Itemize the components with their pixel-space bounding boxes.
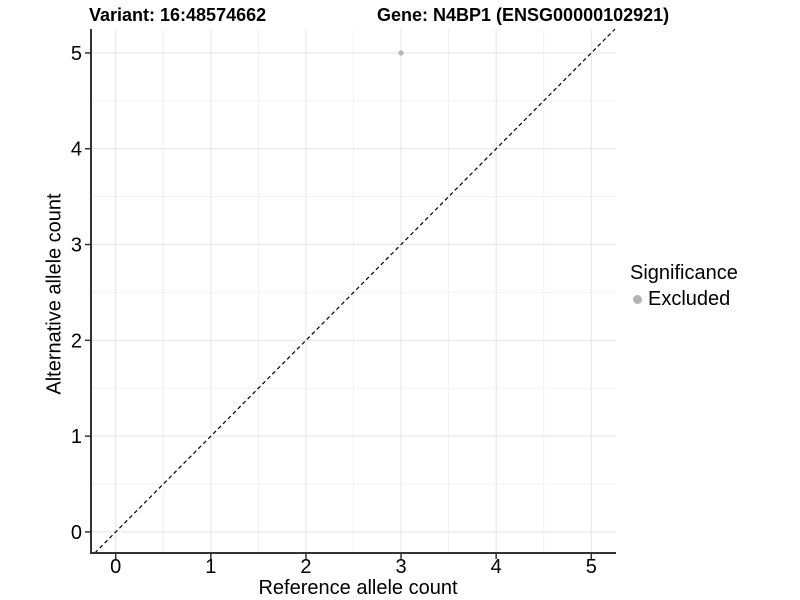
y-tick-label: 1	[71, 426, 82, 448]
x-axis-title: Reference allele count	[258, 577, 458, 599]
x-tick-label: 4	[491, 556, 502, 578]
x-tick-label: 5	[586, 556, 597, 578]
legend-title: Significance	[630, 262, 738, 284]
legend-item-label: Excluded	[648, 288, 731, 310]
y-tick-label: 4	[71, 139, 82, 161]
identity-reference-line	[94, 28, 616, 554]
y-tick-label: 0	[71, 522, 82, 544]
legend-item-excluded: Excluded	[630, 287, 738, 311]
x-tick-label: 1	[205, 556, 216, 578]
y-tick-label: 5	[71, 43, 82, 65]
y-tick-label: 3	[71, 235, 82, 257]
x-tick-label: 3	[395, 556, 406, 578]
x-tick-label: 0	[110, 556, 121, 578]
legend-point-swatch-icon	[633, 294, 642, 304]
y-axis-title: Alternative allele count	[43, 193, 66, 395]
data-point	[398, 50, 404, 56]
plot-title-gene: Gene: N4BP1 (ENSG00000102921)	[377, 5, 670, 25]
plot-title-variant: Variant: 16:48574662	[89, 5, 267, 25]
legend: Significance Excluded	[630, 261, 738, 311]
y-tick-label: 2	[71, 330, 82, 352]
x-tick-label: 2	[300, 556, 311, 578]
